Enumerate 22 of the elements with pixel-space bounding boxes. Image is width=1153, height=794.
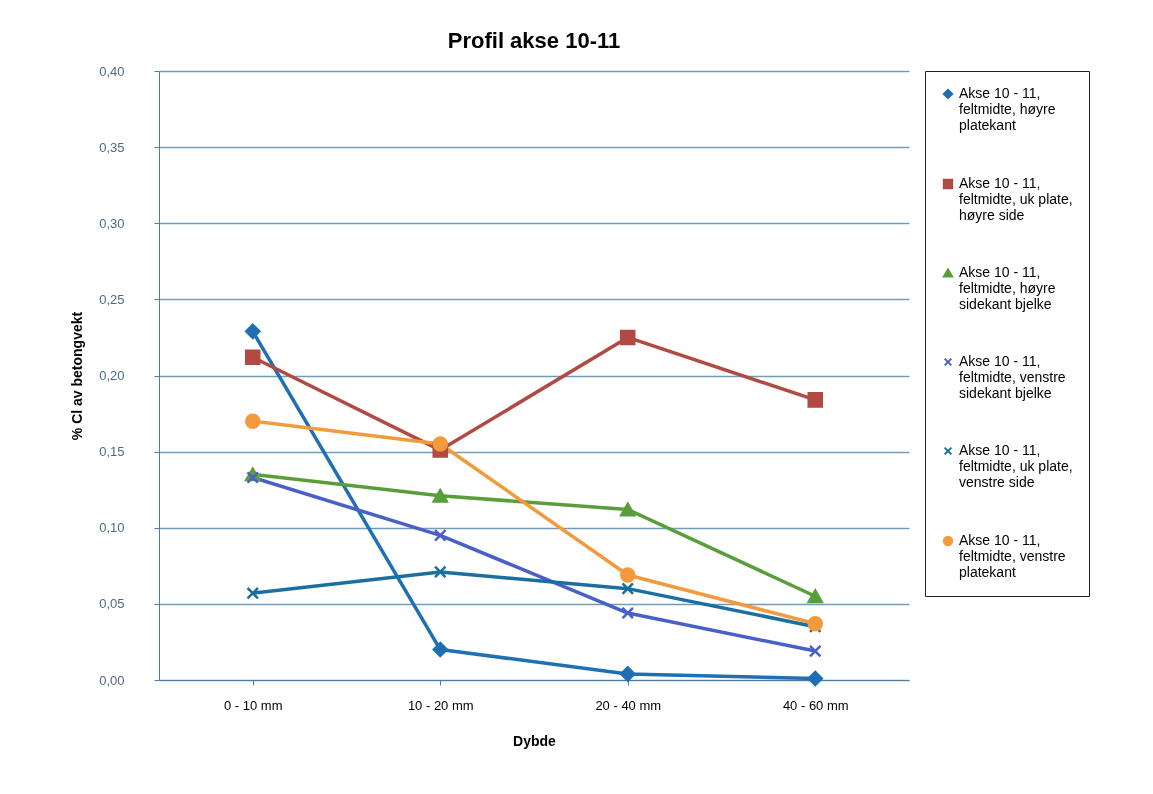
y-tick-label: 0,05 xyxy=(99,596,125,612)
legend-label: Akse 10 - 11, feltmidte, uk plate, høyre side xyxy=(959,175,1073,223)
x-tick-label: 40 - 60 mm xyxy=(782,697,849,713)
y-tick-label: 0,00 xyxy=(99,672,125,688)
y-tick-label: 0,20 xyxy=(99,368,125,383)
y-tick-label: 0,25 xyxy=(99,291,125,307)
x-tick-label: 20 - 40 mm xyxy=(595,697,662,713)
y-tick-label: 0,40 xyxy=(99,63,125,79)
legend-label: Akse 10 - 11, feltmidte, uk plate, venstre side xyxy=(959,442,1073,490)
y-tick-label: 0,30 xyxy=(99,215,125,231)
y-tick-label: 0,10 xyxy=(99,520,125,536)
y-tick-label: 0,35 xyxy=(99,139,125,155)
legend-label: Akse 10 - 11, feltmidte, venstre platekant xyxy=(959,532,1066,580)
y-axis-title: % Cl av betongvekt xyxy=(69,311,86,441)
x-axis-title: Dybde xyxy=(513,732,557,749)
x-tick-label: 10 - 20 mm xyxy=(407,697,474,713)
x-tick-label: 0 - 10 mm xyxy=(223,697,283,713)
legend-label: Akse 10 - 11, feltmidte, venstre sidekant bjelke xyxy=(959,353,1066,401)
legend-label: Akse 10 - 11, feltmidte, høyre sidekant bjelke xyxy=(959,264,1056,312)
y-tick-label: 0,15 xyxy=(99,444,125,460)
legend-label: Akse 10 - 11, feltmidte, høyre platekant xyxy=(959,85,1056,133)
chart-title: Profil akse 10-11 xyxy=(447,28,621,53)
